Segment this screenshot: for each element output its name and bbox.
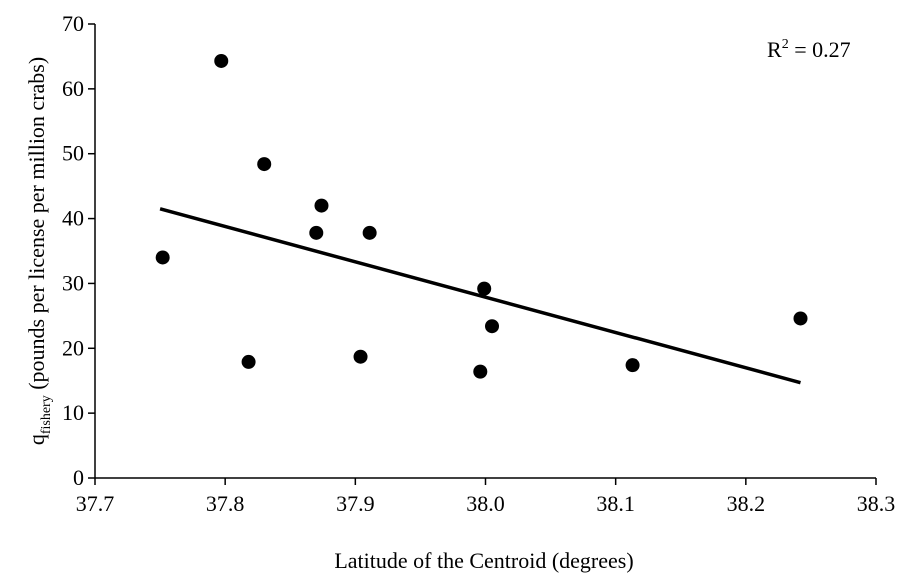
x-tick-label: 37.7	[76, 491, 115, 516]
data-point	[485, 319, 500, 334]
data-point	[155, 250, 170, 265]
axes: 0 10 20 30 40 50 60 70 37.7 37.8 37.9 38.0 38.1 38.2 3…	[62, 11, 895, 516]
x-tick-label: 37.8	[206, 491, 245, 516]
y-tick-label: 60	[62, 76, 84, 101]
y-tick-label: 0	[73, 465, 84, 490]
x-tick-label: 37.9	[336, 491, 375, 516]
points-group	[155, 53, 808, 379]
data-point	[353, 349, 368, 364]
trendline	[159, 207, 801, 385]
r-squared-annotation: R2 = 0.27	[767, 37, 851, 62]
data-point	[473, 364, 488, 379]
data-point	[477, 281, 492, 296]
y-tick-label: 70	[62, 11, 84, 36]
x-tick-label: 38.2	[727, 491, 766, 516]
data-point	[625, 358, 640, 373]
data-point	[214, 53, 229, 68]
data-point	[314, 198, 329, 213]
y-tick-label: 10	[62, 400, 84, 425]
x-tick-label: 38.1	[596, 491, 635, 516]
data-point	[362, 225, 377, 240]
x-axis-title: Latitude of the Centroid (degrees)	[334, 548, 633, 573]
y-tick-label: 30	[62, 270, 84, 295]
data-point	[257, 157, 272, 172]
x-tick-label: 38.0	[466, 491, 505, 516]
y-tick-label: 40	[62, 206, 84, 231]
data-point	[241, 354, 256, 369]
x-tick-label: 38.3	[857, 491, 896, 516]
y-tick-label: 20	[62, 335, 84, 360]
y-axis-title: qfishery (pounds per license per million…	[24, 57, 54, 445]
data-point	[309, 225, 324, 240]
trendline-group	[159, 207, 801, 385]
y-tick-label: 50	[62, 141, 84, 166]
data-point	[793, 311, 808, 326]
